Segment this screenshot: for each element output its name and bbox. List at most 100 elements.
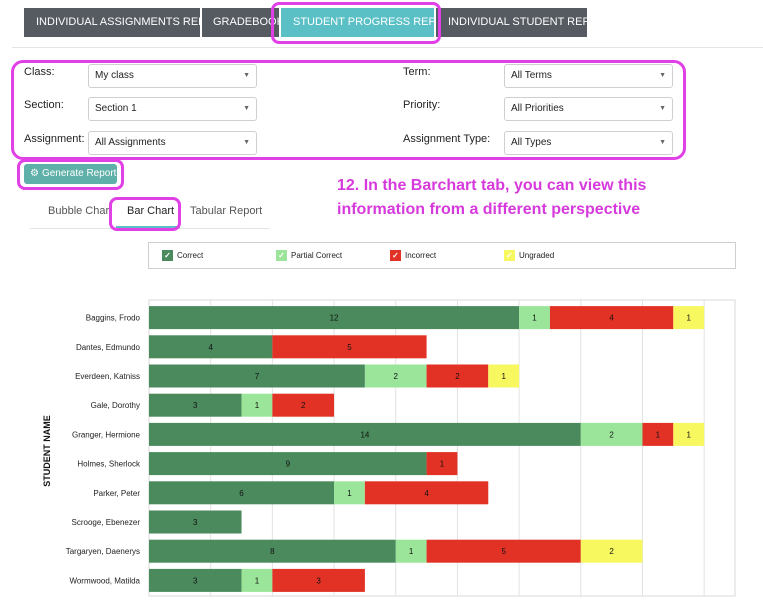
bar-segment [334,481,365,505]
legend-label: Correct [177,251,204,260]
category-label: Scrooge, Ebenezer [72,518,141,527]
data-label: 2 [301,401,306,410]
check-icon: ✓ [504,250,515,261]
bar-segment [364,364,427,388]
generate-report-button[interactable]: ⚙ Generate Report [24,164,117,184]
chevron-down-icon: ▼ [659,105,666,112]
data-label: 1 [409,547,414,556]
priority-select[interactable]: All Priorities ▼ [504,97,673,121]
tab-gradebook[interactable]: GRADEBOOK [202,8,284,37]
subtab-divider [30,228,270,229]
term-label: Term: [403,66,431,78]
category-label: Baggins, Frodo [86,314,141,323]
bar-segment [673,306,705,330]
category-label: Wormwood, Matilda [69,576,140,585]
bar-segment [642,422,674,446]
legend-item-correct[interactable]: ✓ Correct [162,250,203,261]
bar-segment [149,539,396,563]
data-label: 9 [286,460,291,469]
chevron-down-icon: ▼ [659,72,666,79]
bar-segment [272,335,427,359]
bar-segment [149,393,242,417]
legend-item-incorrect[interactable]: ✓ Incorrect [390,250,436,261]
data-label: 14 [360,430,369,439]
class-value: My class [95,70,134,81]
tab-student-progress-report[interactable]: STUDENT PROGRESS REPORT [281,8,459,37]
assignment-type-value: All Types [511,137,552,148]
priority-label: Priority: [403,99,441,111]
tutorial-annotation: 12. In the Barchart tab, you can view th… [337,177,647,218]
gears-icon: ⚙ [30,168,39,179]
bar-segment [673,422,705,446]
data-label: 5 [501,547,506,556]
tab-bubble-chart[interactable]: Bubble Chart [48,205,113,217]
tab-individual-student-report[interactable]: INDIVIDUAL STUDENT REPORT [436,8,613,37]
legend-item-ungraded[interactable]: ✓ Ungraded [504,250,554,261]
check-icon: ✓ [162,250,173,261]
bar-segment [149,510,242,534]
class-select[interactable]: My class ▼ [88,64,257,88]
bar-segment [272,393,335,417]
check-icon: ✓ [276,250,287,261]
bar-segment [519,306,550,330]
bar-segment [149,452,427,476]
data-label: 1 [255,401,260,410]
report-tabs: INDIVIDUAL ASSIGNMENTS REPORT GRADEBOOK … [24,8,613,37]
data-label: 1 [440,460,445,469]
bar-segment [149,481,335,505]
assignment-label: Assignment: [24,133,85,145]
chevron-down-icon: ▼ [659,139,666,146]
active-tab-indicator [116,226,180,228]
data-label: 5 [347,343,352,352]
legend-label: Incorrect [405,251,437,260]
bar-segment [241,393,273,417]
data-label: 4 [424,489,429,498]
chevron-down-icon: ▼ [243,72,250,79]
bar-segment [149,364,365,388]
data-label: 2 [394,372,399,381]
bar-segment [426,364,489,388]
bar-segment [580,539,643,563]
data-label: 1 [347,489,352,498]
data-label: 6 [239,489,244,498]
data-label: 3 [193,576,198,585]
bar-segment [241,568,273,592]
data-label: 3 [193,401,198,410]
category-label: Granger, Hermione [72,430,141,439]
chevron-down-icon: ▼ [243,105,250,112]
bar-segment [149,306,520,330]
tab-bar-chart[interactable]: Bar Chart [127,205,175,217]
category-label: Holmes, Sherlock [77,460,141,469]
bar-segment [580,422,643,446]
priority-value: All Priorities [511,103,564,114]
category-label: Everdeen, Katniss [75,372,140,381]
assignment-select[interactable]: All Assignments ▼ [88,131,257,155]
legend-item-partial-correct[interactable]: ✓ Partial Correct [276,250,342,261]
bar-segment [364,481,489,505]
tab-tabular-report[interactable]: Tabular Report [190,205,263,217]
section-select[interactable]: Section 1 ▼ [88,97,257,121]
data-label: 4 [208,343,213,352]
generate-report-label: Generate Report [41,168,117,179]
bar-segment [426,539,581,563]
assignment-type-label: Assignment Type: [403,133,491,145]
data-label: 2 [609,430,614,439]
data-label: 12 [330,314,339,323]
category-label: Targaryen, Daenerys [66,547,140,556]
term-select[interactable]: All Terms ▼ [504,64,673,88]
data-label: 1 [255,576,260,585]
section-label: Section: [24,99,64,111]
data-label: 8 [270,547,275,556]
bar-segment [149,335,273,359]
legend-label: Ungraded [519,251,555,260]
chevron-down-icon: ▼ [243,139,250,146]
data-label: 3 [193,518,198,527]
chart-legend: ✓ Correct ✓ Partial Correct ✓ Incorrect … [148,242,736,269]
assignment-value: All Assignments [95,137,166,148]
assignment-type-select[interactable]: All Types ▼ [504,131,673,155]
check-icon: ✓ [390,250,401,261]
data-label: 2 [455,372,460,381]
data-label: 7 [255,372,260,381]
tab-individual-assignments-report[interactable]: INDIVIDUAL ASSIGNMENTS REPORT [24,8,229,37]
